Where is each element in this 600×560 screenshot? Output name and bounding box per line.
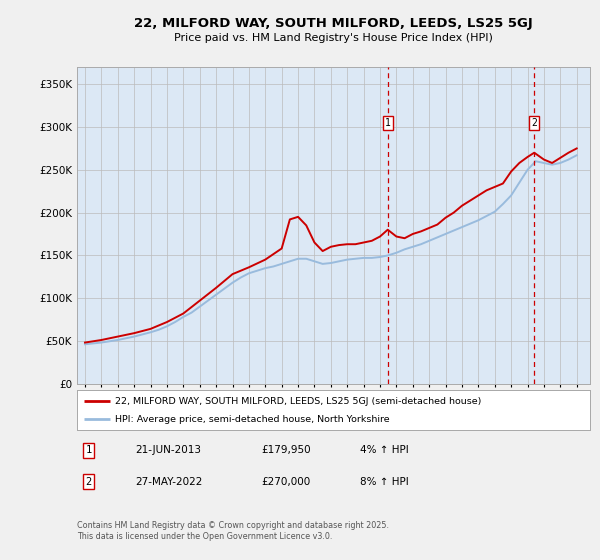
Text: HPI: Average price, semi-detached house, North Yorkshire: HPI: Average price, semi-detached house,… bbox=[115, 416, 390, 424]
Text: 2: 2 bbox=[532, 118, 537, 128]
Text: 8% ↑ HPI: 8% ↑ HPI bbox=[360, 477, 409, 487]
Text: 21-JUN-2013: 21-JUN-2013 bbox=[135, 445, 201, 455]
Text: Contains HM Land Registry data © Crown copyright and database right 2025.
This d: Contains HM Land Registry data © Crown c… bbox=[77, 521, 389, 540]
Text: Price paid vs. HM Land Registry's House Price Index (HPI): Price paid vs. HM Land Registry's House … bbox=[173, 33, 493, 43]
Text: 4% ↑ HPI: 4% ↑ HPI bbox=[360, 445, 409, 455]
Text: 1: 1 bbox=[86, 445, 92, 455]
Text: 2: 2 bbox=[86, 477, 92, 487]
Text: £179,950: £179,950 bbox=[261, 445, 311, 455]
Text: £270,000: £270,000 bbox=[261, 477, 310, 487]
Text: 22, MILFORD WAY, SOUTH MILFORD, LEEDS, LS25 5GJ: 22, MILFORD WAY, SOUTH MILFORD, LEEDS, L… bbox=[134, 17, 532, 30]
Text: 1: 1 bbox=[385, 118, 391, 128]
Text: 22, MILFORD WAY, SOUTH MILFORD, LEEDS, LS25 5GJ (semi-detached house): 22, MILFORD WAY, SOUTH MILFORD, LEEDS, L… bbox=[115, 397, 482, 406]
Text: 27-MAY-2022: 27-MAY-2022 bbox=[135, 477, 202, 487]
